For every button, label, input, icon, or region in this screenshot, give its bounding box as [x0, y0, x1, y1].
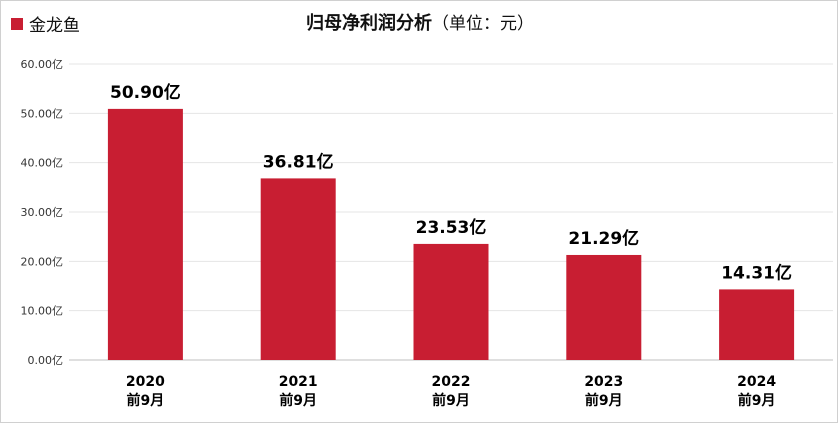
x-tick-label-period: 前9月	[127, 392, 165, 409]
x-tick-label-year: 2023	[584, 374, 623, 390]
bar	[719, 289, 795, 360]
bar	[413, 243, 489, 360]
chart-title: 归母净利润分析（单位：元）	[1, 9, 838, 35]
bar	[107, 108, 183, 360]
x-tick-label-period: 前9月	[432, 392, 470, 409]
data-label: 21.29亿	[568, 228, 639, 249]
x-tick-label-year: 2022	[432, 374, 471, 390]
legend: 金龙鱼	[11, 11, 80, 36]
x-tick-label-year: 2024	[737, 374, 776, 390]
y-tick-label: 30.00亿	[21, 206, 64, 219]
x-tick-label-year: 2021	[279, 374, 318, 390]
x-tick-label-year: 2020	[126, 374, 165, 390]
data-label: 50.90亿	[110, 82, 181, 103]
bar	[566, 254, 642, 360]
chart-title-main: 归母净利润分析	[306, 13, 432, 34]
y-tick-label: 0.00亿	[28, 354, 64, 367]
bar	[260, 178, 336, 360]
y-tick-label: 50.00亿	[21, 107, 64, 120]
y-tick-label: 20.00亿	[21, 255, 64, 268]
x-tick-label-period: 前9月	[279, 392, 317, 409]
data-label: 14.31亿	[721, 262, 792, 283]
y-tick-label: 10.00亿	[21, 305, 64, 318]
legend-label: 金龙鱼	[29, 16, 80, 36]
data-label: 36.81亿	[263, 151, 334, 172]
x-tick-label-period: 前9月	[585, 392, 623, 409]
x-tick-label-period: 前9月	[738, 392, 776, 409]
y-tick-label: 60.00亿	[21, 58, 64, 71]
chart-title-unit: （单位：元）	[432, 14, 534, 34]
data-label: 23.53亿	[416, 217, 487, 238]
y-tick-label: 40.00亿	[21, 157, 64, 170]
legend-swatch	[11, 17, 23, 30]
